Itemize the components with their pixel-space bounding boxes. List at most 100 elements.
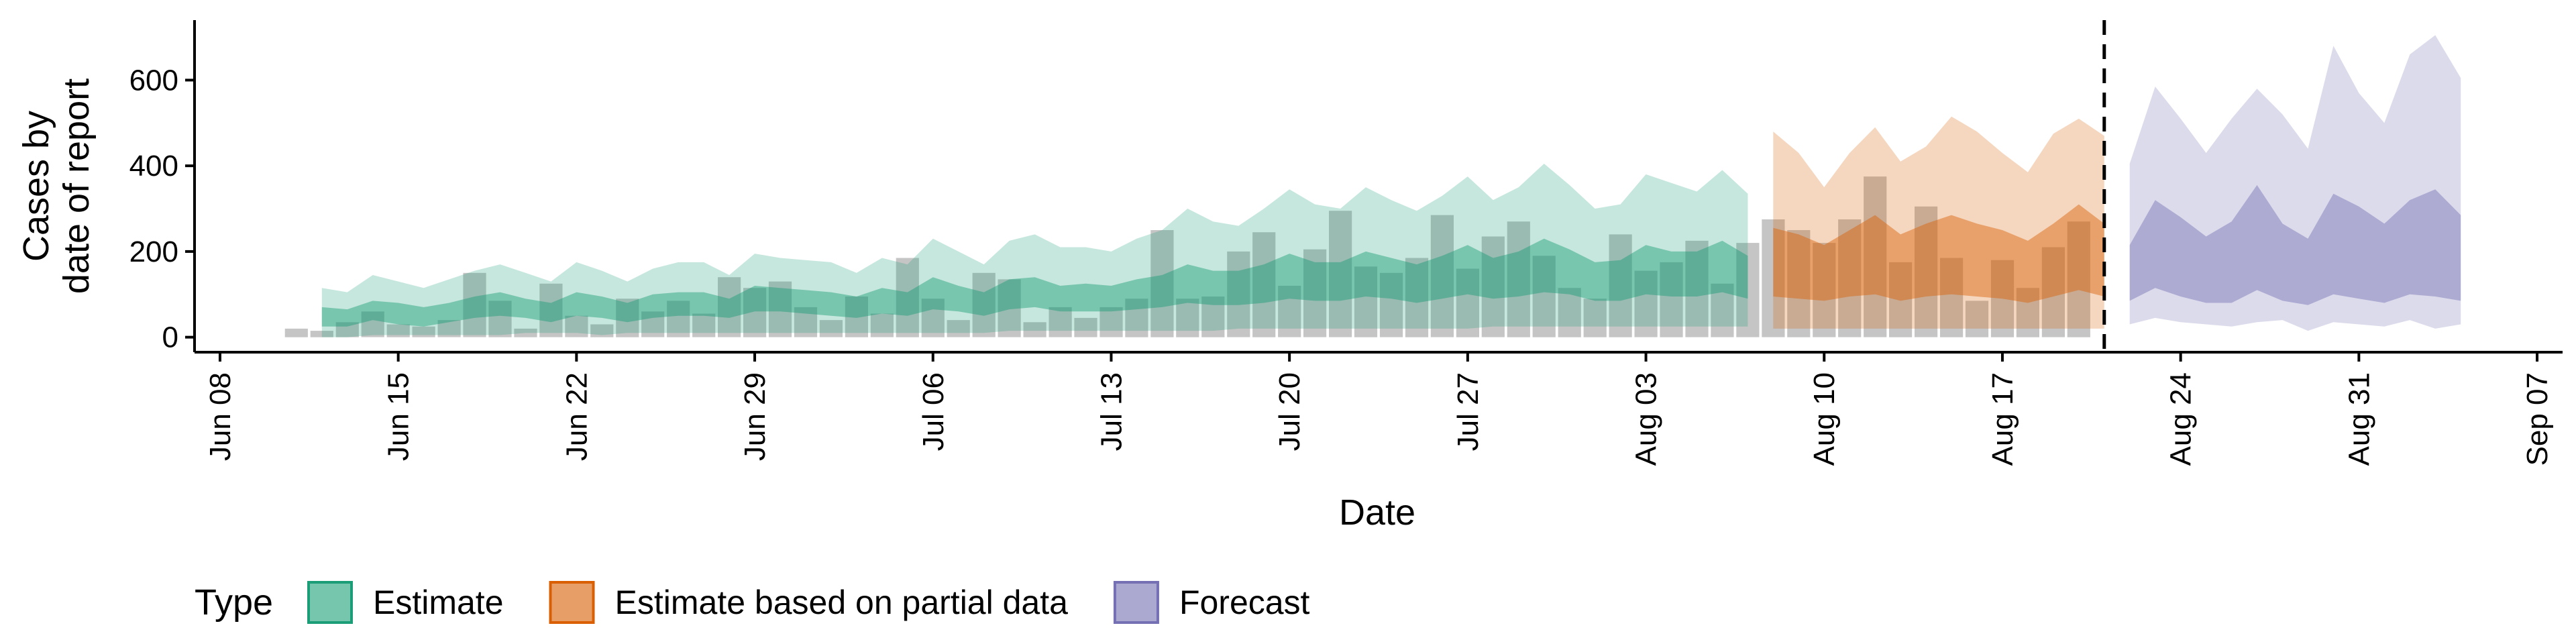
report-bar xyxy=(1176,299,1199,337)
report-bar xyxy=(2067,221,2090,337)
report-bar xyxy=(1150,230,1174,337)
report-bar xyxy=(1660,262,1683,337)
report-bar xyxy=(921,299,945,337)
y-tick-label: 200 xyxy=(129,235,178,268)
legend-label: Estimate xyxy=(373,584,504,621)
report-bar xyxy=(794,307,818,337)
x-tick-label: Aug 17 xyxy=(1986,372,2019,466)
report-bar xyxy=(1532,256,1556,337)
report-bar xyxy=(514,328,537,337)
report-bar xyxy=(1990,260,2015,337)
report-bar xyxy=(488,301,512,337)
x-tick-label: Aug 31 xyxy=(2343,372,2375,466)
report-bar xyxy=(1023,322,1046,337)
report-bar xyxy=(2041,247,2065,337)
report-bar xyxy=(539,283,563,337)
report-bar xyxy=(1354,266,1378,337)
report-bar xyxy=(1201,297,1225,337)
report-bar xyxy=(1507,221,1530,337)
axes: 0 200 400 600 Jun 08 Jun 15 Jun 22 Jun 29 Jul 0… xyxy=(129,20,2563,466)
report-bar xyxy=(1889,262,1913,337)
y-ticks: 0 200 400 600 xyxy=(129,64,195,354)
report-bar xyxy=(1634,270,1658,337)
x-tick-label: Jun 29 xyxy=(739,372,771,461)
report-bar xyxy=(743,288,767,337)
estimate-outer-band xyxy=(321,164,1748,337)
report-bar xyxy=(692,313,716,337)
x-tick-label: Jun 22 xyxy=(560,372,593,461)
partial-data-inner-band xyxy=(1773,204,2104,303)
x-tick-label: Jun 15 xyxy=(382,372,415,461)
report-bar xyxy=(1864,176,1887,337)
report-bar xyxy=(437,320,461,337)
report-bar xyxy=(718,277,741,337)
report-bar xyxy=(310,331,333,337)
report-bar xyxy=(2016,288,2039,337)
report-bar xyxy=(1711,283,1734,337)
report-bar xyxy=(284,328,308,337)
report-bar xyxy=(1074,317,1097,337)
y-tick-label: 0 xyxy=(162,321,178,354)
x-ticks: Jun 08 Jun 15 Jun 22 Jun 29 Jul 06 Jul 13 Jul … xyxy=(204,352,2554,466)
report-bar xyxy=(1940,258,1964,337)
report-bar xyxy=(641,311,665,337)
report-bar xyxy=(870,313,894,337)
report-bar xyxy=(1303,249,1327,337)
report-bar xyxy=(386,324,410,337)
report-bar xyxy=(768,281,792,337)
x-tick-label: Aug 03 xyxy=(1630,372,1663,466)
estimate-inner-band xyxy=(321,238,1748,327)
legend-label: Estimate based on partial data xyxy=(615,584,1069,621)
report-bar xyxy=(1252,232,1276,337)
report-bar xyxy=(1099,307,1123,337)
y-axis-title-line-1: Cases by xyxy=(16,111,56,262)
report-bar xyxy=(1379,272,1403,337)
x-axis-title: Date xyxy=(1339,492,1415,533)
report-bar xyxy=(947,320,970,337)
report-bar xyxy=(361,311,384,337)
report-bar xyxy=(998,279,1021,337)
report-bars xyxy=(284,176,2090,337)
legend-swatch xyxy=(549,581,595,624)
x-tick-label: Sep 07 xyxy=(2521,372,2554,466)
report-bar xyxy=(845,297,868,337)
report-bar xyxy=(1405,258,1429,337)
x-tick-label: Jul 20 xyxy=(1273,372,1306,451)
ribbons xyxy=(321,35,2461,337)
x-tick-label: Aug 10 xyxy=(1808,372,1841,466)
report-bar xyxy=(1838,219,1862,337)
report-bar xyxy=(1456,268,1479,337)
report-bar xyxy=(1787,230,1811,337)
report-bar xyxy=(1609,234,1632,337)
legend-label: Forecast xyxy=(1179,584,1310,621)
report-bar xyxy=(1762,219,1785,337)
y-tick-label: 600 xyxy=(129,64,178,97)
report-bar xyxy=(616,299,639,337)
legend: Type Estimate Estimate based on partial d… xyxy=(195,581,1310,624)
report-bar xyxy=(819,320,843,337)
legend-title: Type xyxy=(195,582,273,623)
x-tick-label: Jul 27 xyxy=(1452,372,1485,451)
report-bar xyxy=(972,272,996,337)
legend-swatch xyxy=(1113,581,1159,624)
forecast-outer-band xyxy=(2129,35,2461,331)
report-bar xyxy=(1481,236,1505,337)
report-bar xyxy=(565,315,588,337)
legend-swatch xyxy=(307,581,353,624)
report-bar xyxy=(1278,286,1301,337)
report-bar xyxy=(1965,301,1989,337)
report-bar xyxy=(896,258,919,337)
report-bar xyxy=(1558,288,1581,337)
y-axis-title-line-2: date of report xyxy=(56,78,97,294)
report-bar xyxy=(335,322,359,337)
report-bar xyxy=(1430,215,1454,337)
report-bar xyxy=(1813,243,1836,337)
x-tick-label: Aug 24 xyxy=(2165,372,2198,466)
x-tick-label: Jul 06 xyxy=(917,372,950,451)
report-bar xyxy=(1583,299,1607,337)
report-bar xyxy=(412,326,435,337)
partial-data-outer-band xyxy=(1773,116,2104,329)
forecast-inner-band xyxy=(2129,184,2461,305)
report-bar xyxy=(463,272,486,337)
